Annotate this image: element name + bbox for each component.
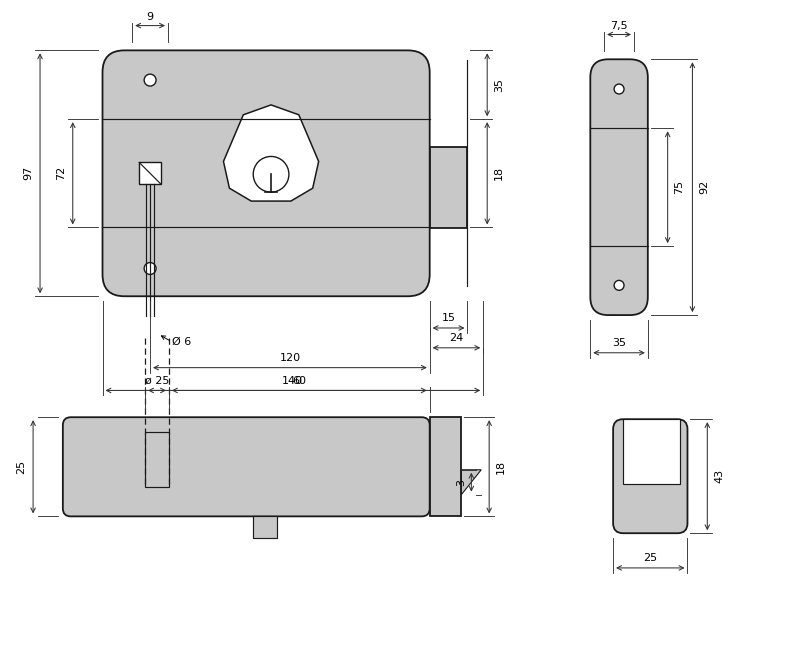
Text: 25: 25 <box>17 460 26 474</box>
Text: 97: 97 <box>23 166 33 181</box>
Text: 60: 60 <box>292 376 307 385</box>
Polygon shape <box>462 469 481 495</box>
Circle shape <box>144 74 156 86</box>
Text: ø 25: ø 25 <box>145 376 169 385</box>
Circle shape <box>253 156 289 192</box>
Text: 7,5: 7,5 <box>610 21 628 31</box>
Text: 140: 140 <box>282 376 303 385</box>
Text: Ø 6: Ø 6 <box>172 337 191 347</box>
Bar <box>139 162 161 185</box>
Text: 24: 24 <box>449 333 463 343</box>
Bar <box>429 147 467 228</box>
Text: 3: 3 <box>456 479 466 486</box>
Text: 75: 75 <box>675 180 685 194</box>
Text: 92: 92 <box>699 180 709 194</box>
Text: 35: 35 <box>494 78 504 92</box>
Text: 25: 25 <box>643 553 657 563</box>
FancyBboxPatch shape <box>590 59 648 315</box>
Circle shape <box>614 84 624 94</box>
Text: 72: 72 <box>56 166 66 181</box>
Polygon shape <box>224 105 318 201</box>
Text: 9: 9 <box>147 12 154 22</box>
Bar <box>253 516 277 538</box>
Text: 120: 120 <box>279 353 300 363</box>
Text: 15: 15 <box>441 313 455 323</box>
Text: 35: 35 <box>612 338 626 348</box>
Text: 18: 18 <box>494 166 504 181</box>
Text: 18: 18 <box>496 460 506 474</box>
FancyBboxPatch shape <box>102 50 429 296</box>
Text: 43: 43 <box>714 469 724 483</box>
FancyBboxPatch shape <box>613 419 687 533</box>
Bar <box>429 417 462 516</box>
Bar <box>623 419 679 484</box>
Bar <box>145 432 169 486</box>
Circle shape <box>144 263 156 274</box>
FancyBboxPatch shape <box>63 417 429 516</box>
Circle shape <box>614 280 624 290</box>
